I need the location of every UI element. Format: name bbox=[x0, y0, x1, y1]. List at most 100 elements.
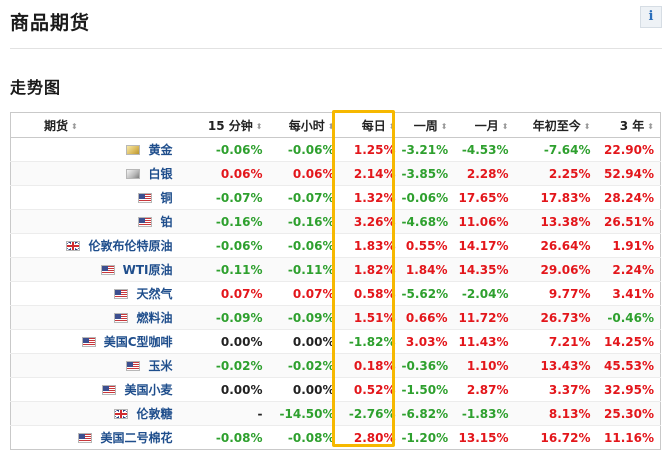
commodity-link[interactable]: 美国二号棉花 bbox=[100, 431, 173, 445]
column-header-label: 3 年 bbox=[619, 118, 645, 133]
commodity-link[interactable]: WTI原油 bbox=[122, 263, 173, 277]
us-flag-icon bbox=[102, 385, 117, 395]
column-header-7[interactable]: 3 年 ⬍ bbox=[596, 112, 661, 138]
info-button[interactable]: i bbox=[640, 6, 662, 28]
value-cell: -0.09% bbox=[268, 305, 341, 330]
column-header-name[interactable]: 期货 ⬍ bbox=[10, 112, 179, 138]
value-cell: 7.21% bbox=[514, 329, 597, 354]
value-cell: 2.28% bbox=[453, 161, 515, 186]
value-cell: -0.07% bbox=[268, 185, 341, 210]
column-header-label: 一周 bbox=[413, 118, 438, 133]
sort-icon[interactable]: ⬍ bbox=[501, 121, 509, 131]
commodity-link[interactable]: 美国C型咖啡 bbox=[103, 335, 173, 349]
column-header-3[interactable]: 每日 ⬍ bbox=[340, 112, 402, 138]
table-row[interactable]: WTI原油 -0.11% -0.11% 1.82% 1.84% 14.35% 29.06% 2… bbox=[10, 257, 661, 282]
value-cell: 0.18% bbox=[340, 353, 402, 378]
value-cell: 1.51% bbox=[340, 305, 402, 330]
value-cell: 1.82% bbox=[340, 257, 402, 282]
table-row[interactable]: 美国小麦 0.00% 0.00% 0.52% -1.50% 2.87% 3.37% 32.95… bbox=[10, 377, 661, 402]
column-header-5[interactable]: 一月 ⬍ bbox=[453, 112, 515, 138]
commodity-link[interactable]: 黄金 bbox=[148, 143, 173, 157]
table-row[interactable]: 美国C型咖啡 0.00% 0.00% -1.82% 3.03% 11.43% 7.21% 14… bbox=[10, 329, 661, 354]
us-flag-icon bbox=[81, 337, 96, 347]
table-row[interactable]: 伦敦布伦特原油 -0.06% -0.06% 1.83% 0.55% 14.17% 26.64… bbox=[10, 233, 661, 258]
commodity-cell: 白银 bbox=[10, 161, 179, 186]
us-flag-icon bbox=[114, 289, 129, 299]
column-header-4[interactable]: 一周 ⬍ bbox=[401, 112, 454, 138]
value-cell: 2.14% bbox=[340, 161, 402, 186]
value-cell: -0.02% bbox=[178, 353, 269, 378]
column-header-label: 每日 bbox=[361, 118, 386, 133]
value-cell: 32.95% bbox=[596, 377, 661, 402]
value-cell: 1.83% bbox=[340, 233, 402, 258]
futures-table: 期货 ⬍ 15 分钟 ⬍ 每小时 ⬍ 每日 ⬍ 一周 ⬍ 一月 ⬍ 年初至今 ⬍ 3 年 ⬍ 黄金 -0.06%… bbox=[10, 112, 661, 450]
table-header-row: 期货 ⬍ 15 分钟 ⬍ 每小时 ⬍ 每日 ⬍ 一周 ⬍ 一月 ⬍ 年初至今 ⬍ 3 年 ⬍ bbox=[10, 112, 661, 138]
value-cell: 11.06% bbox=[453, 209, 515, 234]
table-row[interactable]: 铜 -0.07% -0.07% 1.32% -0.06% 17.65% 17.83% 28.2… bbox=[10, 185, 661, 210]
commodity-link[interactable]: 伦敦布伦特原油 bbox=[88, 239, 173, 253]
table-row[interactable]: 美国二号棉花 -0.08% -0.08% 2.80% -1.20% 13.15% 16.72… bbox=[10, 425, 661, 450]
section-title: 走势图 bbox=[10, 78, 62, 97]
value-cell: -1.83% bbox=[453, 401, 515, 426]
sort-icon[interactable]: ⬍ bbox=[583, 121, 591, 131]
value-cell: -0.11% bbox=[178, 257, 269, 282]
commodity-link[interactable]: 玉米 bbox=[148, 359, 173, 373]
value-cell: 13.38% bbox=[514, 209, 597, 234]
table-row[interactable]: 白银 0.06% 0.06% 2.14% -3.85% 2.28% 2.25% 52.94% bbox=[10, 161, 661, 186]
value-cell: 1.91% bbox=[596, 233, 661, 258]
value-cell: 2.80% bbox=[340, 425, 402, 450]
value-cell: -6.82% bbox=[401, 401, 454, 426]
sort-icon[interactable]: ⬍ bbox=[71, 121, 78, 131]
value-cell: 26.73% bbox=[514, 305, 597, 330]
value-cell: -0.06% bbox=[178, 137, 269, 162]
table-body: 黄金 -0.06% -0.06% 1.25% -3.21% -4.53% -7.64% 22.… bbox=[10, 137, 661, 450]
value-cell: -1.82% bbox=[340, 329, 402, 354]
commodity-cell: 天然气 bbox=[10, 281, 179, 306]
sort-icon[interactable]: ⬍ bbox=[327, 121, 335, 131]
value-cell: 26.64% bbox=[514, 233, 597, 258]
table-row[interactable]: 玉米 -0.02% -0.02% 0.18% -0.36% 1.10% 13.43% 45.5… bbox=[10, 353, 661, 378]
column-header-label: 期货 bbox=[44, 118, 69, 133]
gold-flag-icon bbox=[126, 145, 141, 155]
table-row[interactable]: 伦敦糖 - -14.50% -2.76% -6.82% -1.83% 8.13% 25.30% bbox=[10, 401, 661, 426]
commodity-link[interactable]: 铜 bbox=[160, 191, 173, 205]
sort-icon[interactable]: ⬍ bbox=[647, 121, 654, 131]
column-header-1[interactable]: 15 分钟 ⬍ bbox=[178, 112, 269, 138]
value-cell: 8.13% bbox=[514, 401, 597, 426]
value-cell: 52.94% bbox=[596, 161, 661, 186]
value-cell: 14.17% bbox=[453, 233, 515, 258]
commodity-link[interactable]: 燃料油 bbox=[136, 311, 173, 325]
value-cell: 0.00% bbox=[178, 377, 269, 402]
table-row[interactable]: 铂 -0.16% -0.16% 3.26% -4.68% 11.06% 13.38% 26.5… bbox=[10, 209, 661, 234]
value-cell: -1.50% bbox=[401, 377, 454, 402]
value-cell: 17.65% bbox=[453, 185, 515, 210]
silver-flag-icon bbox=[126, 169, 141, 179]
value-cell: 3.03% bbox=[401, 329, 454, 354]
value-cell: 1.25% bbox=[340, 137, 402, 162]
column-header-2[interactable]: 每小时 ⬍ bbox=[268, 112, 341, 138]
us-flag-icon bbox=[100, 265, 115, 275]
value-cell: 0.00% bbox=[178, 329, 269, 354]
value-cell: -3.21% bbox=[401, 137, 454, 162]
value-cell: 0.52% bbox=[340, 377, 402, 402]
value-cell: 11.16% bbox=[596, 425, 661, 450]
sort-icon[interactable]: ⬍ bbox=[388, 121, 396, 131]
value-cell: 1.10% bbox=[453, 353, 515, 378]
table-row[interactable]: 黄金 -0.06% -0.06% 1.25% -3.21% -4.53% -7.64% 22.… bbox=[10, 137, 661, 162]
table-row[interactable]: 燃料油 -0.09% -0.09% 1.51% 0.66% 11.72% 26.73% -0.… bbox=[10, 305, 661, 330]
column-header-label: 年初至今 bbox=[532, 118, 581, 133]
commodity-link[interactable]: 白银 bbox=[148, 167, 173, 181]
column-header-6[interactable]: 年初至今 ⬍ bbox=[514, 112, 597, 138]
value-cell: -7.64% bbox=[514, 137, 597, 162]
value-cell: 0.07% bbox=[178, 281, 269, 306]
commodity-link[interactable]: 天然气 bbox=[136, 287, 173, 301]
commodity-link[interactable]: 铂 bbox=[160, 215, 173, 229]
commodity-cell: 美国C型咖啡 bbox=[10, 329, 179, 354]
value-cell: 0.00% bbox=[268, 377, 341, 402]
sort-icon[interactable]: ⬍ bbox=[255, 121, 263, 131]
value-cell: 13.43% bbox=[514, 353, 597, 378]
sort-icon[interactable]: ⬍ bbox=[440, 121, 448, 131]
table-row[interactable]: 天然气 0.07% 0.07% 0.58% -5.62% -2.04% 9.77% 3.41% bbox=[10, 281, 661, 306]
commodity-link[interactable]: 伦敦糖 bbox=[136, 407, 173, 421]
commodity-link[interactable]: 美国小麦 bbox=[124, 383, 173, 397]
